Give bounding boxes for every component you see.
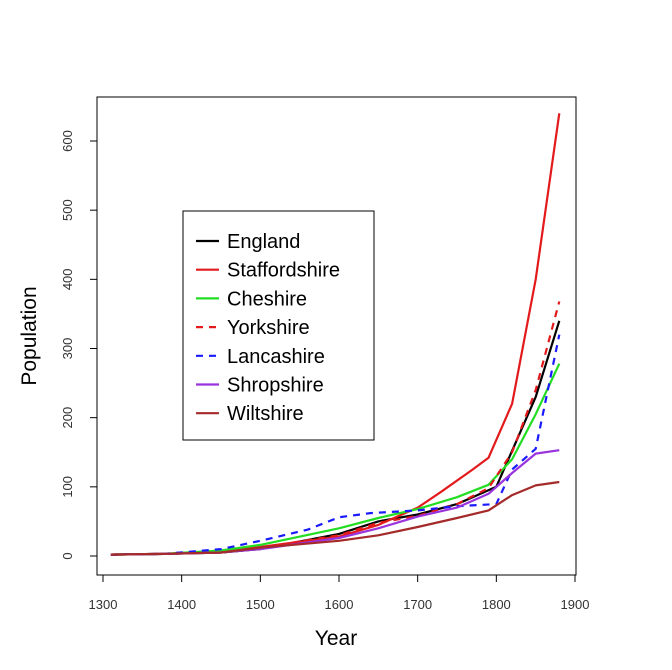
x-tick-label: 1700: [403, 597, 432, 612]
series-line-wiltshire: [110, 480, 560, 556]
y-tick-label: 0: [60, 552, 75, 559]
x-tick-label: 1400: [167, 597, 196, 612]
x-tick-label: 1800: [482, 597, 511, 612]
series-line-lancashire: [110, 334, 561, 556]
legend-label-cheshire: Cheshire: [227, 288, 307, 310]
series-line-shropshire: [110, 449, 560, 556]
x-tick-label: 1500: [246, 597, 275, 612]
legend-label-wiltshire: Wiltshire: [227, 403, 304, 425]
legend-label-staffordshire: Staffordshire: [227, 260, 340, 282]
series-line-cheshire: [110, 363, 561, 556]
y-tick-label: 600: [60, 130, 75, 152]
y-tick-label: 500: [60, 199, 75, 221]
legend-label-yorkshire: Yorkshire: [227, 317, 310, 339]
y-tick-label: 400: [60, 268, 75, 290]
legend-label-lancashire: Lancashire: [227, 346, 325, 368]
x-axis-title: Year: [315, 627, 357, 650]
y-tick-label: 300: [60, 338, 75, 360]
y-tick-label: 200: [60, 407, 75, 429]
y-axis: 0 100 200 300 400 500 600: [60, 130, 98, 560]
series-layer: [110, 113, 561, 556]
legend-label-england: England: [227, 231, 300, 253]
x-tick-label: 1600: [325, 597, 354, 612]
x-axis: 1300 1400 1500 1600 1700 1800 1900: [89, 574, 590, 612]
x-tick-label: 1300: [89, 597, 118, 612]
y-axis-title: Population: [18, 286, 41, 385]
legend-box: [182, 210, 375, 441]
y-tick-label: 100: [60, 476, 75, 498]
series-line-yorkshire: [110, 301, 561, 556]
legend: England Staffordshire Cheshire Yorkshire Lan…: [182, 210, 375, 441]
legend-label-shropshire: Shropshire: [227, 375, 324, 397]
x-tick-label: 1900: [561, 597, 590, 612]
